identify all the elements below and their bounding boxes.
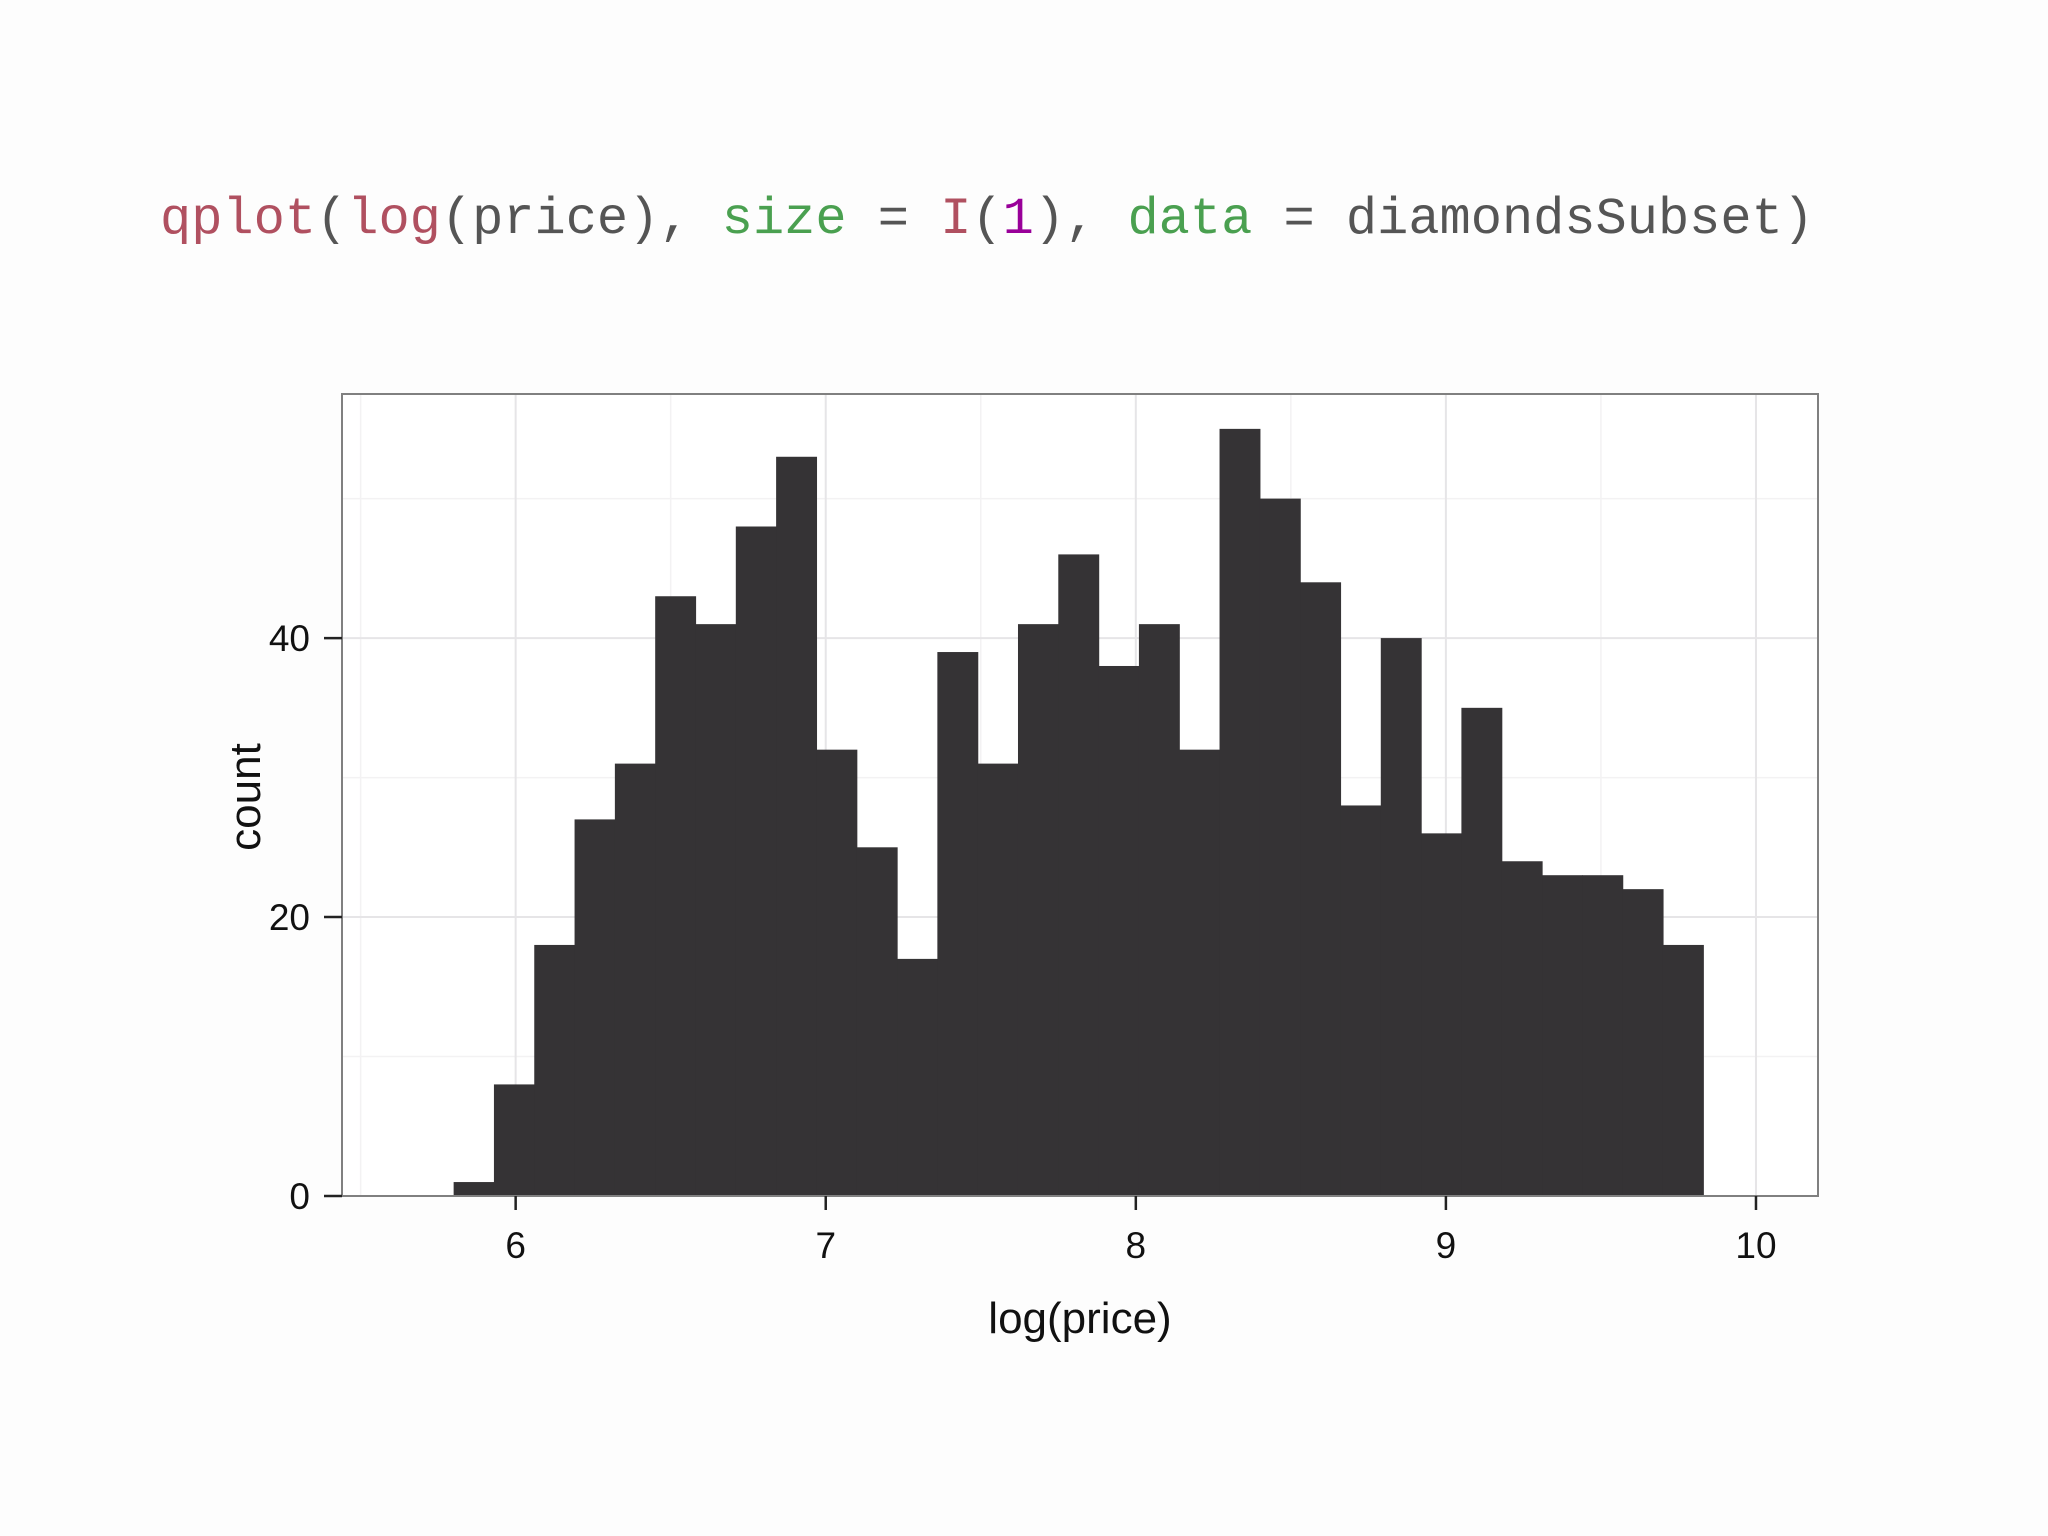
histogram-bar <box>1219 428 1261 1196</box>
code-token: qplot <box>160 190 317 249</box>
histogram-bar <box>1421 833 1463 1196</box>
histogram-bar <box>1058 554 1100 1196</box>
histogram-bar <box>977 763 1019 1196</box>
histogram-bar <box>574 819 616 1196</box>
x-axis-title: log(price) <box>988 1294 1171 1343</box>
histogram-bar <box>1582 875 1624 1196</box>
code-token: ), <box>1033 190 1128 249</box>
histogram-bar <box>453 1182 495 1196</box>
histogram-bar <box>856 847 898 1196</box>
y-tick-label: 20 <box>269 897 310 938</box>
histogram-bar <box>534 944 576 1196</box>
histogram-bar <box>937 652 979 1196</box>
histogram-bar <box>1662 944 1704 1196</box>
x-axis: 6 7 8 9 10 <box>505 1196 1777 1266</box>
code-line: qplot(log(price), size = I(1), data = di… <box>160 190 1814 249</box>
code-token: = <box>846 190 941 249</box>
histogram-bar <box>695 624 737 1196</box>
histogram-bar <box>1098 665 1140 1196</box>
code-token: 1 <box>1002 190 1034 249</box>
x-tick-label: 6 <box>505 1225 526 1266</box>
x-tick-label: 9 <box>1436 1225 1457 1266</box>
histogram-bar <box>1380 638 1422 1196</box>
histogram-bar <box>897 958 938 1196</box>
code-token: (price), <box>440 190 722 249</box>
histogram-bar <box>816 749 858 1196</box>
code-token: I <box>940 190 972 249</box>
x-tick-label: 8 <box>1126 1225 1147 1266</box>
y-axis-title: count <box>221 743 270 851</box>
code-token: = diamondsSubset) <box>1252 190 1815 249</box>
histogram-bar <box>1542 875 1583 1196</box>
code-token: size <box>721 190 847 249</box>
code-token: ( <box>971 190 1003 249</box>
histogram-bar <box>614 763 656 1196</box>
histogram-bar <box>1501 861 1543 1196</box>
code-token: data <box>1127 190 1253 249</box>
histogram-bar <box>776 456 818 1196</box>
code-token: ( <box>316 190 348 249</box>
histogram-bar <box>735 526 777 1196</box>
histogram-bar <box>1340 805 1382 1196</box>
histogram-bar <box>1461 707 1503 1196</box>
histogram-bar <box>1300 582 1342 1196</box>
y-axis: 0 20 40 <box>269 618 342 1217</box>
histogram-bar <box>1017 624 1059 1196</box>
histogram-bars <box>413 428 1744 1197</box>
x-tick-label: 7 <box>815 1225 836 1266</box>
y-tick-label: 40 <box>269 618 310 659</box>
histogram-bar <box>493 1084 535 1196</box>
histogram-bar <box>1259 498 1301 1196</box>
histogram-bar <box>1622 889 1664 1196</box>
histogram-bar <box>655 596 697 1196</box>
y-tick-label: 0 <box>289 1176 310 1217</box>
histogram-bar <box>1179 749 1221 1196</box>
histogram-bar <box>1138 624 1180 1196</box>
x-tick-label: 10 <box>1735 1225 1776 1266</box>
plot-panel-border <box>341 393 1819 1197</box>
code-token: log <box>347 190 441 249</box>
